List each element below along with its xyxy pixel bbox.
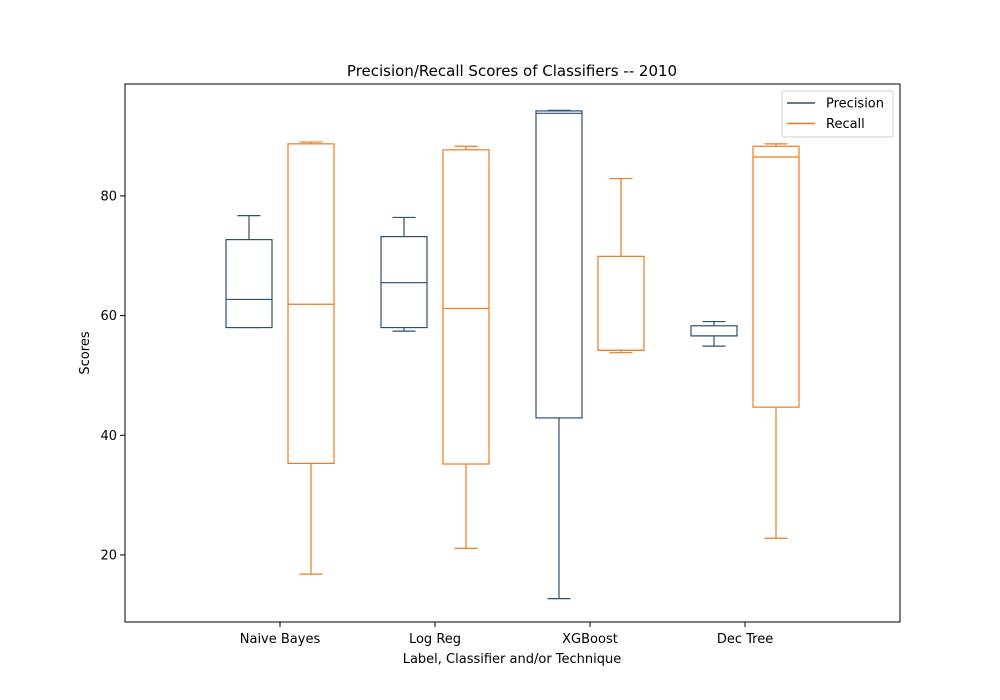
x-tick-label-naive-bayes: Naive Bayes [240,632,321,647]
y-axis: 20 40 60 80 [100,189,125,563]
x-tick-label-dec-tree: Dec Tree [717,632,773,647]
precision-xgboost-box [535,110,583,419]
legend-label-recall: Recall [826,117,865,132]
y-axis-label: Scores [78,331,93,374]
legend-label-precision: Precision [826,97,884,112]
precision-dec-tree-box [690,325,738,337]
precision-naive-bayes-box [225,238,273,329]
plot-area-frame [124,83,901,623]
chart-title: Precision/Recall Scores of Classifiers -… [347,62,677,80]
y-tick-label-80: 80 [100,189,117,204]
recall-dec-tree-box [752,145,800,408]
recall-log-reg-box [442,149,490,465]
legend: Precision Recall [781,90,894,138]
box-group [225,109,800,600]
y-tick-label-60: 60 [100,309,117,324]
y-tick-label-40: 40 [100,429,117,444]
recall-xgboost-box [597,255,645,351]
y-tick-label-20: 20 [100,548,117,563]
x-axis: Naive Bayes Log Reg XGBoost Dec Tree [240,622,773,647]
x-axis-label: Label, Classifier and/or Technique [403,652,622,667]
x-tick-label-log-reg: Log Reg [409,632,461,647]
x-tick-label-xgboost: XGBoost [562,632,618,647]
